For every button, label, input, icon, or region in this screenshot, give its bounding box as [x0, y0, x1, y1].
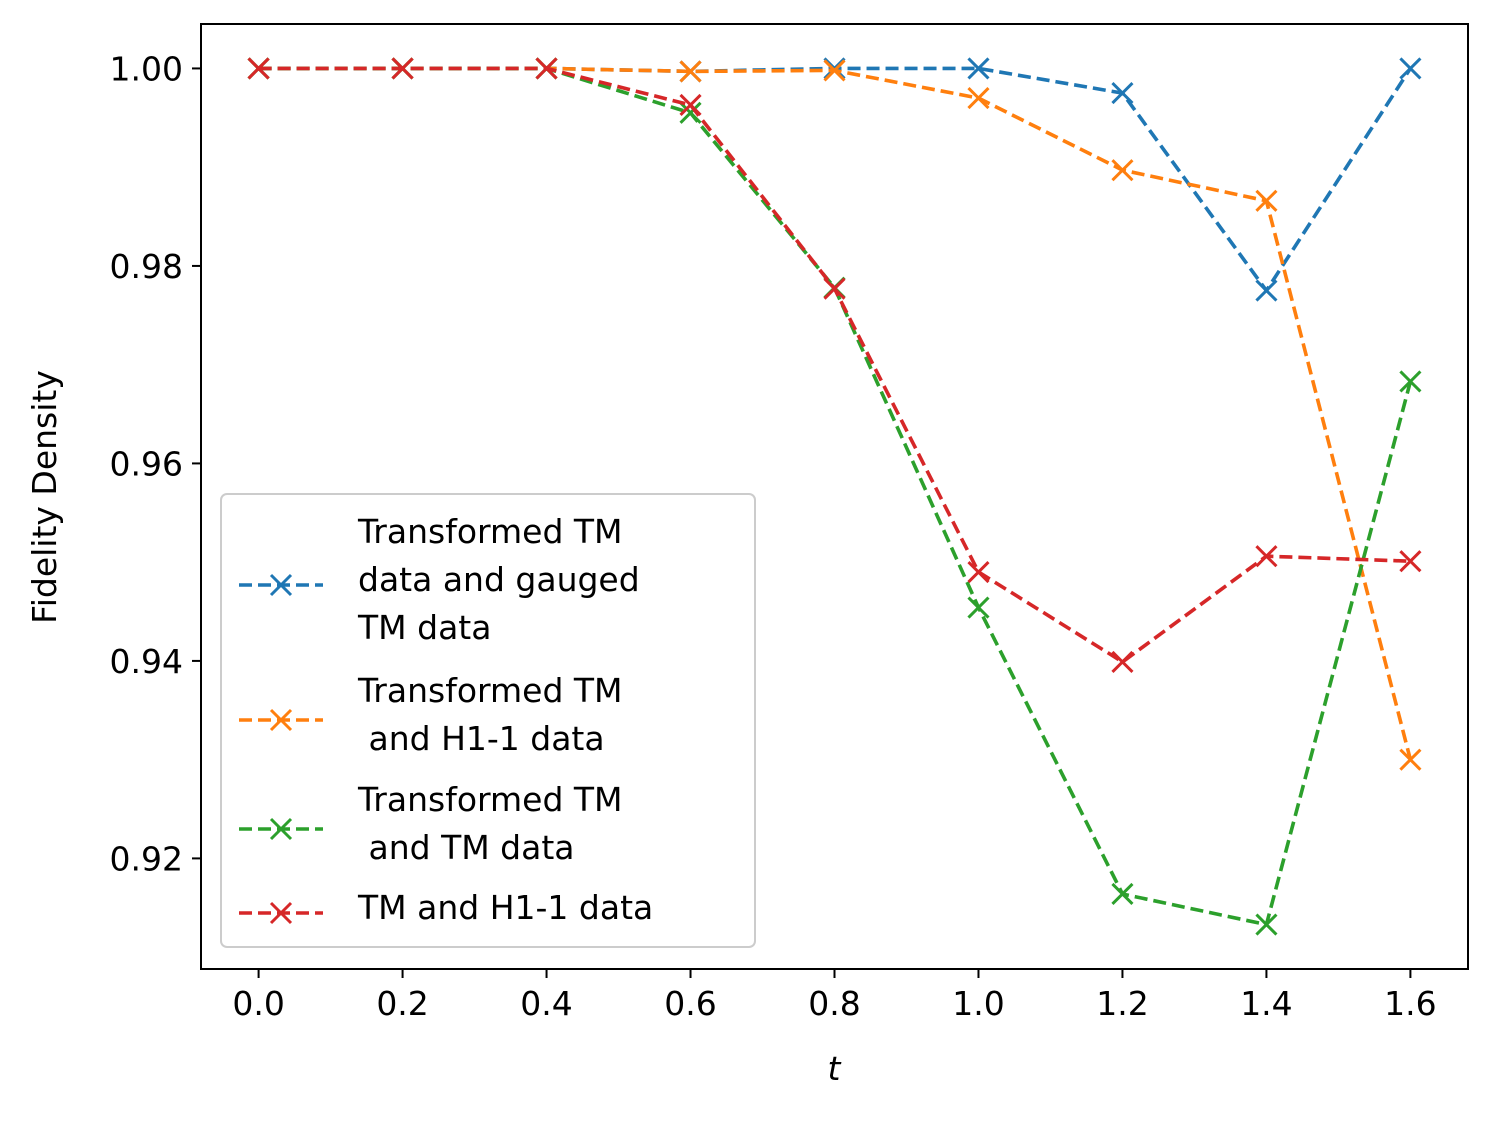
data-point-transformed-tm-and-h1-1-data: [823, 59, 846, 82]
legend-label: Transformed TM: [357, 512, 623, 551]
series-tm-and-h1-1-data: [247, 57, 1422, 673]
y-tick-label: 0.92: [110, 839, 183, 878]
data-point-transformed-tm-and-h1-1-data: [1111, 159, 1134, 182]
data-point-tm-and-h1-1-data: [535, 57, 558, 80]
x-tick-label: 1.4: [1240, 984, 1292, 1023]
data-point-transformed-tm-and-tm-data: [1399, 370, 1422, 393]
x-tick-label: 0.4: [520, 984, 572, 1023]
legend-swatch-marker: [269, 817, 293, 841]
data-point-tm-and-h1-1-data: [247, 57, 270, 80]
data-point-transformed-tm-and-h1-1-data: [679, 60, 702, 83]
y-tick-label: 0.98: [110, 247, 183, 286]
data-point-tm-and-h1-1-data: [967, 560, 990, 584]
legend-box: [220, 493, 756, 948]
data-point-tm-and-h1-1-data: [679, 93, 702, 117]
data-point-transformed-tm-data-and-gauged-tm-data: [1399, 57, 1422, 80]
legend-entry-tm-and-h1-1-data: TM and H1-1 data: [239, 888, 653, 927]
x-tick-label: 0.6: [664, 984, 716, 1023]
data-point-transformed-tm-and-tm-data: [1255, 913, 1278, 936]
data-point-tm-and-h1-1-data: [1399, 550, 1422, 573]
legend-label: TM and H1-1 data: [357, 888, 653, 927]
series-line-transformed-tm-data-and-gauged-tm-data: [258, 66, 1412, 293]
data-point-transformed-tm-data-and-gauged-tm-data: [1111, 82, 1134, 105]
legend-label: TM data: [357, 608, 491, 647]
data-point-tm-and-h1-1-data: [1255, 545, 1278, 568]
legend-entry-transformed-tm-data-and-gauged-tm-data: Transformed TM data and gauged TM data: [239, 512, 640, 647]
legend-entry-transformed-tm-and-h1-1-data: Transformed TM and H1-1 data: [239, 671, 623, 758]
x-tick-label: 1.2: [1096, 984, 1148, 1023]
data-point-transformed-tm-and-h1-1-data: [1399, 748, 1422, 771]
x-tick-label: 0.0: [232, 984, 284, 1023]
legend-swatch-marker: [269, 708, 293, 732]
legend-label: Transformed TM: [357, 780, 623, 819]
legend-swatch-marker: [269, 901, 293, 925]
y-axis-label: Fidelity Density: [25, 370, 64, 624]
x-axis-label: t: [828, 1049, 842, 1088]
legend-label: data and gauged: [358, 560, 640, 599]
data-point-tm-and-h1-1-data: [1111, 650, 1134, 673]
data-point-transformed-tm-data-and-gauged-tm-data: [1255, 279, 1278, 302]
data-point-transformed-tm-and-tm-data: [679, 101, 702, 124]
data-point-transformed-tm-and-h1-1-data: [967, 86, 990, 110]
y-tick-label: 1.00: [110, 49, 183, 88]
data-point-tm-and-h1-1-data: [823, 277, 846, 300]
y-tick-label: 0.94: [110, 642, 183, 681]
x-tick-label: 1.0: [952, 984, 1004, 1023]
x-tick-label: 1.6: [1384, 984, 1436, 1023]
y-tick-label: 0.96: [110, 444, 183, 483]
x-tick-label: 0.8: [808, 984, 860, 1023]
legend-label: and H1-1 data: [358, 719, 605, 758]
legend-swatch-marker: [269, 573, 293, 597]
data-point-transformed-tm-data-and-gauged-tm-data: [967, 57, 990, 80]
x-axis: 0.0 0.2 0.4 0.6 0.8 1.0 1.2 1.4 1.6: [232, 969, 1437, 1023]
legend-label: and TM data: [358, 828, 575, 867]
data-point-transformed-tm-and-tm-data: [1111, 882, 1134, 906]
y-axis: 0.92 0.94 0.96 0.98 1.00: [110, 49, 201, 878]
data-point-transformed-tm-and-h1-1-data: [1255, 189, 1278, 212]
x-tick-label: 0.2: [376, 984, 428, 1023]
legend-entry-transformed-tm-and-tm-data: Transformed TM and TM data: [239, 780, 623, 867]
series-layer: [247, 57, 1422, 936]
data-point-tm-and-h1-1-data: [391, 57, 414, 80]
legend-label: Transformed TM: [357, 671, 623, 710]
data-point-transformed-tm-and-tm-data: [967, 596, 990, 619]
series-transformed-tm-data-and-gauged-tm-data: [247, 57, 1422, 302]
